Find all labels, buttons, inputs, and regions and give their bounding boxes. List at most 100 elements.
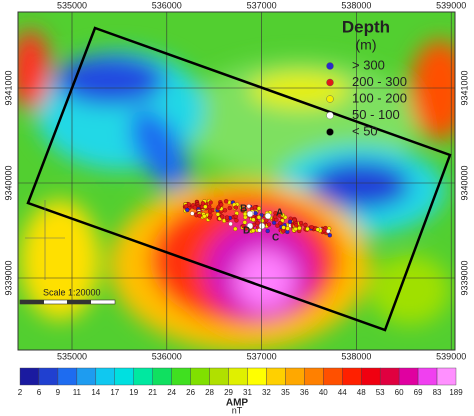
depth-point — [208, 213, 213, 218]
depth-point — [233, 205, 238, 210]
depth-point — [258, 222, 266, 230]
colorbar-label: 21 — [148, 388, 157, 397]
scale-bar-rect — [20, 300, 44, 304]
colorbar-label: 189 — [449, 388, 463, 397]
depth-point — [277, 221, 283, 226]
colorbar-swatch — [95, 367, 115, 386]
depth-point — [251, 217, 256, 222]
easting-label: 538000 — [341, 0, 371, 10]
colorbar-swatch — [266, 367, 286, 386]
colorbar-label: 2 — [18, 388, 23, 397]
legend-dot — [326, 111, 334, 120]
depth-point — [197, 213, 202, 218]
depth-point — [273, 214, 278, 219]
legend-dot — [326, 95, 334, 103]
depth-point — [202, 214, 207, 219]
depth-point — [228, 221, 233, 227]
colorbar: AMP nT 2 6 9 11 14 17 19 21 24 26 28 29 31 32 35 36 40 44… — [18, 367, 463, 415]
northing-label: 9341000 — [3, 70, 13, 105]
depth-point — [280, 212, 285, 218]
depth-point — [256, 206, 262, 211]
colorbar-label: 44 — [338, 388, 347, 397]
northing-label: 9340000 — [3, 165, 13, 200]
anomaly-map — [18, 12, 455, 350]
depth-point — [275, 223, 280, 228]
legend-dot — [326, 128, 334, 136]
colorbar-label: 26 — [186, 388, 195, 397]
site-label: A — [276, 208, 283, 219]
depth-point — [271, 220, 277, 225]
colorbar-swatch — [379, 367, 400, 386]
depth-point — [326, 229, 331, 234]
northing-label: 9341000 — [459, 70, 469, 105]
depth-point — [309, 225, 314, 230]
easting-label: 537000 — [247, 0, 277, 10]
depth-point — [242, 220, 247, 225]
depth-point — [240, 208, 245, 213]
colorbar-swatch — [152, 367, 172, 386]
easting-label: 539000 — [436, 0, 466, 10]
depth-point — [208, 200, 213, 205]
legend-label: < 50 — [352, 123, 378, 138]
depth-point — [253, 210, 258, 216]
depth-point — [327, 233, 332, 238]
colorbar-label: 40 — [319, 388, 328, 397]
depth-point — [285, 226, 290, 231]
colorbar-swatch — [228, 367, 248, 386]
depth-point — [185, 207, 190, 213]
colorbar-label: 29 — [224, 388, 233, 397]
depth-point — [224, 199, 229, 204]
depth-point — [287, 219, 293, 224]
depth-point — [207, 204, 212, 209]
colorbar-label: 53 — [376, 388, 385, 397]
colorbar-label: 14 — [91, 388, 100, 397]
easting-label: 536000 — [152, 0, 182, 10]
depth-point — [280, 229, 286, 234]
legend-label: > 300 — [352, 57, 385, 72]
depth-point — [264, 212, 272, 220]
colorbar-swatch — [57, 367, 78, 386]
colorbar-label: 83 — [433, 388, 442, 397]
depth-point — [234, 218, 239, 223]
colorbar-swatch — [285, 367, 305, 386]
easting-label: 539000 — [436, 351, 466, 361]
depth-point — [265, 228, 270, 234]
depth-point — [315, 227, 320, 232]
depth-point — [183, 203, 189, 209]
map-frame — [17, 11, 456, 351]
colorbar-unit: nT — [232, 405, 243, 415]
colorbar-label: 17 — [110, 388, 119, 397]
legend-dot — [326, 62, 334, 70]
site-label: D — [243, 226, 250, 237]
colorbar-swatch — [323, 367, 343, 386]
colorbar-label: 35 — [281, 388, 290, 397]
depth-point — [192, 205, 198, 210]
colorbar-swatch — [190, 367, 210, 386]
colorbar-label: 6 — [37, 388, 42, 397]
depth-point — [322, 228, 327, 233]
depth-point — [233, 226, 238, 232]
depth-point — [246, 210, 254, 218]
scale-text: Scale 1:20000 — [43, 287, 101, 297]
colorbar-swatch — [417, 367, 438, 386]
colorbar-swatch — [304, 367, 324, 386]
colorbar-swatch — [133, 367, 153, 386]
colorbar-label: 36 — [300, 388, 309, 397]
colorbar-swatch — [361, 367, 381, 386]
colorbar-swatch — [247, 367, 267, 386]
depth-point — [200, 201, 206, 206]
northing-label: 9339000 — [3, 260, 13, 295]
legend-label: 200 - 300 — [352, 74, 407, 89]
colorbar-title: AMP — [226, 398, 249, 409]
colorbar-label: 60 — [395, 388, 404, 397]
depth-point — [294, 223, 299, 228]
depth-point — [252, 205, 258, 210]
colorbar-label: 28 — [205, 388, 214, 397]
scale-bar-rect — [67, 300, 91, 304]
depth-point — [303, 222, 308, 228]
depth-point — [219, 202, 224, 207]
colorbar-swatch — [19, 367, 40, 386]
colorbar-swatch — [114, 367, 134, 386]
depth-point — [224, 215, 230, 220]
